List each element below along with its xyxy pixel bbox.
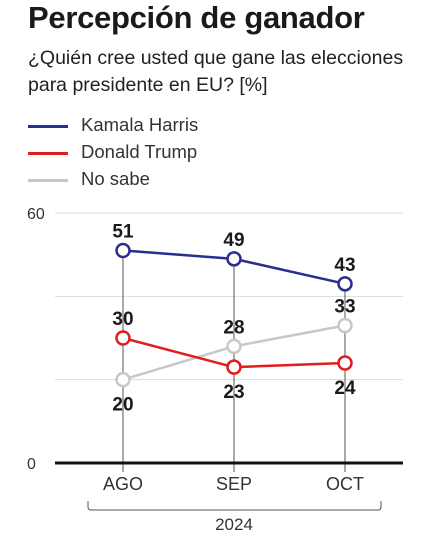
x-tick-label: SEP xyxy=(216,474,252,494)
y-tick-label: 0 xyxy=(27,456,36,473)
data-label-trump: 30 xyxy=(112,309,133,330)
data-label-trump: 24 xyxy=(334,378,356,399)
data-label-harris: 49 xyxy=(223,230,244,251)
legend-swatch-trump xyxy=(28,152,68,155)
legend-label-trump: Donald Trump xyxy=(81,141,198,162)
x-group-label: 2024 xyxy=(215,515,253,534)
data-point-harris xyxy=(337,276,353,292)
data-point-harris xyxy=(226,251,242,267)
data-label-no-sabe: 28 xyxy=(223,317,244,338)
data-point-no-sabe xyxy=(337,317,353,334)
legend-label-harris: Kamala Harris xyxy=(81,114,199,135)
data-label-harris: 51 xyxy=(112,222,134,243)
legend-label-no-sabe: No sabe xyxy=(81,168,150,189)
data-point-no-sabe xyxy=(115,371,131,388)
chart-title: Percepción de ganador xyxy=(28,0,365,35)
data-label-no-sabe: 33 xyxy=(334,297,355,318)
data-point-trump xyxy=(337,355,353,371)
y-tick-label: 60 xyxy=(27,206,45,223)
data-point-no-sabe xyxy=(226,338,242,355)
data-label-no-sabe: 20 xyxy=(112,395,133,416)
x-tick-label: AGO xyxy=(103,474,143,494)
data-label-trump: 23 xyxy=(223,382,244,403)
legend-swatch-no-sabe xyxy=(28,179,68,182)
data-point-trump xyxy=(226,359,242,375)
data-point-harris xyxy=(115,242,131,259)
chart-subtitle: ¿Quién cree usted que gane las eleccione… xyxy=(28,47,404,96)
data-point-trump xyxy=(115,330,131,346)
x-tick-label: OCT xyxy=(326,474,364,494)
year-bracket xyxy=(87,501,382,511)
legend-swatch-harris xyxy=(28,125,68,128)
data-label-harris: 43 xyxy=(334,255,355,276)
